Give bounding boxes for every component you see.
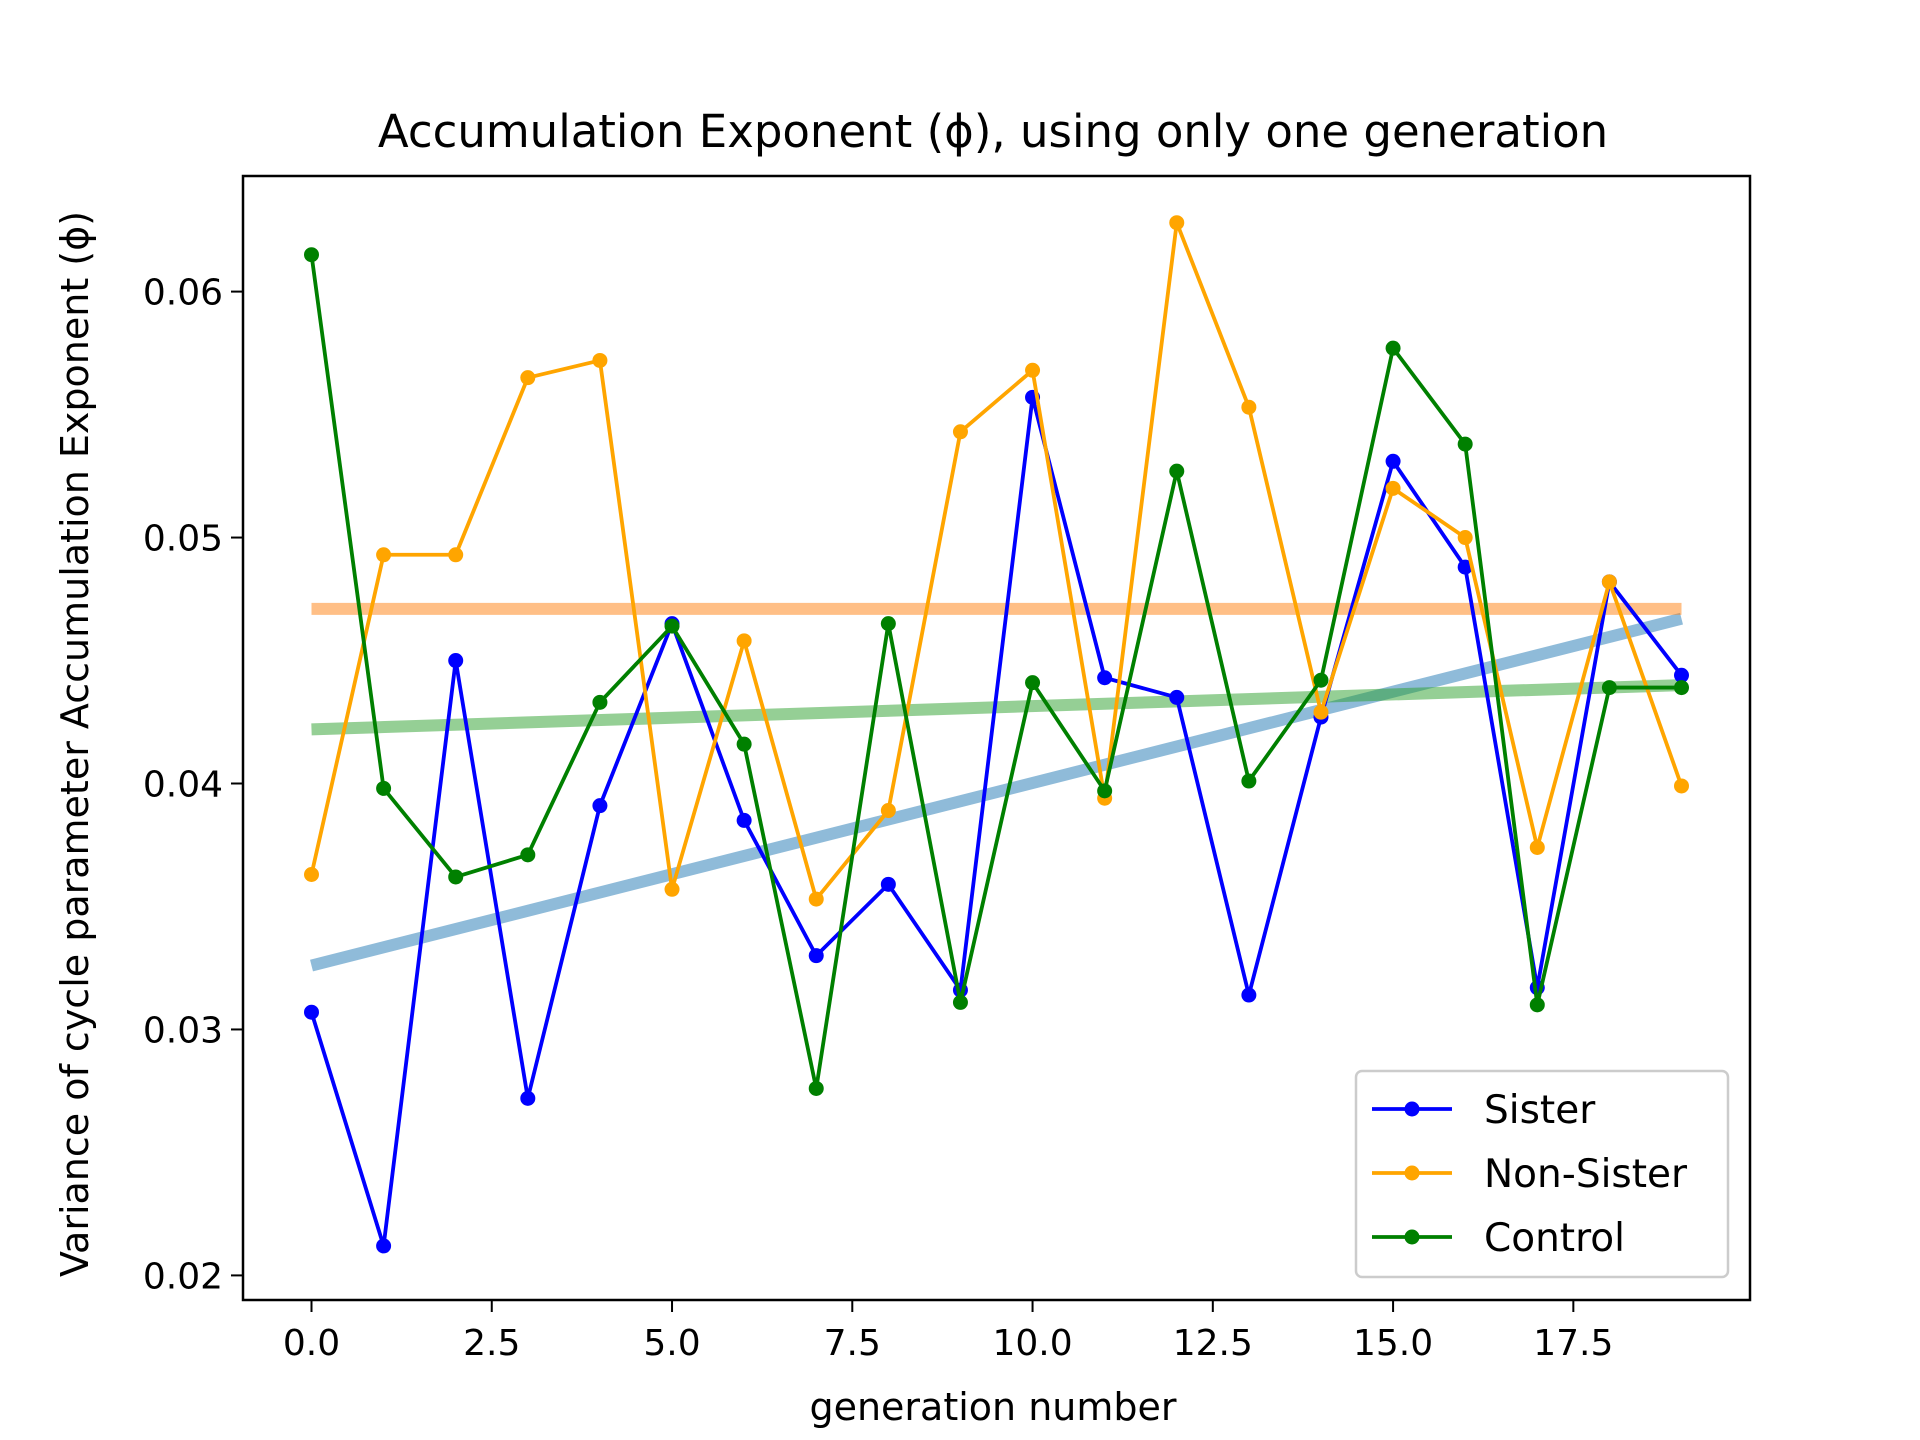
data-point-sister	[1241, 987, 1257, 1003]
data-point-non-sister	[592, 352, 608, 368]
data-point-non-sister	[1457, 530, 1473, 546]
data-point-control	[1601, 680, 1617, 696]
y-tick-label: 0.03	[143, 1010, 223, 1051]
legend: Sister Non-Sister Control	[1354, 1069, 1730, 1279]
series-line-non-sister	[309, 220, 1684, 901]
x-tick-label: 2.5	[463, 1323, 520, 1364]
y-axis-label: Variance of cycle parameter Accumulation…	[53, 211, 97, 1277]
x-tick-label: 17.5	[1533, 1323, 1613, 1364]
x-tick-label: 15.0	[1353, 1323, 1433, 1364]
data-point-control	[1529, 997, 1545, 1013]
data-point-control	[1169, 463, 1185, 479]
x-tick-label: 0.0	[283, 1323, 340, 1364]
data-point-sister	[1674, 667, 1689, 683]
data-point-non-sister	[1025, 362, 1041, 378]
legend-box	[1354, 1069, 1730, 1279]
data-point-sister	[1097, 670, 1113, 686]
data-point-control	[1241, 773, 1257, 789]
data-point-control	[1313, 672, 1329, 688]
data-point-control	[736, 736, 752, 752]
data-point-non-sister	[1385, 480, 1401, 496]
y-axis: 0.02 0.03 0.04 0.05 0.06	[143, 273, 243, 1297]
legend-swatch-marker	[1404, 1165, 1420, 1181]
data-point-sister	[1457, 559, 1473, 575]
y-tick-label: 0.05	[143, 519, 223, 560]
data-point-control	[952, 994, 968, 1010]
data-point-sister	[592, 798, 608, 814]
data-point-sister	[448, 653, 464, 669]
legend-item-control: Control	[1372, 1216, 1625, 1261]
x-axis: 0.0 2.5 5.0 7.5 10.0 12.5 15.0 17.5	[283, 1300, 1613, 1364]
data-point-control	[304, 247, 319, 263]
legend-label: Control	[1484, 1216, 1625, 1261]
y-tick-label: 0.02	[143, 1256, 223, 1297]
data-point-control	[880, 616, 896, 632]
data-point-control	[1025, 675, 1041, 691]
x-tick-label: 10.0	[992, 1323, 1072, 1364]
data-point-sister	[304, 1004, 319, 1020]
legend-swatch-marker	[1404, 1229, 1420, 1245]
data-point-non-sister	[808, 891, 824, 907]
data-point-non-sister	[1601, 574, 1617, 590]
data-point-control	[664, 618, 680, 634]
data-point-control	[1385, 340, 1401, 356]
data-point-control	[448, 869, 464, 885]
legend-item-sister: Sister	[1372, 1088, 1596, 1133]
data-point-non-sister	[1313, 704, 1329, 720]
series-non-sister	[304, 215, 1689, 907]
data-point-non-sister	[880, 803, 896, 819]
data-point-non-sister	[1241, 399, 1257, 415]
data-point-non-sister	[664, 881, 680, 897]
data-point-sister	[736, 812, 752, 828]
data-point-non-sister	[736, 633, 752, 649]
trend-lines	[310, 602, 1683, 972]
data-point-sister	[808, 948, 824, 964]
chart-title: Accumulation Exponent (ϕ), using only on…	[378, 105, 1608, 158]
data-point-control	[592, 694, 608, 710]
x-tick-label: 5.0	[643, 1323, 700, 1364]
data-point-sister	[376, 1238, 392, 1254]
data-point-sister	[1169, 689, 1185, 705]
data-point-sister	[520, 1090, 536, 1106]
data-point-control	[1097, 783, 1113, 799]
series-line-sister	[309, 395, 1684, 1248]
legend-label: Non-Sister	[1484, 1152, 1688, 1197]
data-point-non-sister	[952, 424, 968, 440]
data-point-non-sister	[304, 867, 319, 883]
legend-item-non-sister: Non-Sister	[1372, 1152, 1688, 1197]
plot-frame	[241, 174, 1752, 1302]
data-point-non-sister	[376, 547, 392, 563]
data-point-control	[1457, 436, 1473, 452]
series-control	[304, 247, 1689, 1096]
data-point-control	[808, 1080, 824, 1096]
data-point-non-sister	[1529, 839, 1545, 855]
data-point-non-sister	[520, 370, 536, 386]
data-point-non-sister	[1674, 778, 1689, 794]
y-tick-label: 0.04	[143, 765, 223, 806]
data-series	[304, 215, 1689, 1254]
legend-swatch-marker	[1404, 1101, 1420, 1117]
data-point-sister	[880, 876, 896, 892]
data-point-control	[376, 780, 392, 796]
data-point-sister	[1385, 453, 1401, 469]
y-tick-label: 0.06	[143, 273, 223, 314]
data-point-control	[1674, 680, 1689, 696]
data-point-non-sister	[448, 547, 464, 563]
legend-label: Sister	[1484, 1088, 1596, 1133]
x-axis-label: generation number	[809, 1385, 1176, 1429]
trend-line-sister	[310, 612, 1683, 972]
series-line-control	[309, 254, 1682, 1091]
data-point-non-sister	[1169, 215, 1185, 231]
data-point-control	[520, 847, 536, 863]
x-tick-label: 7.5	[824, 1323, 881, 1364]
x-tick-label: 12.5	[1173, 1323, 1253, 1364]
